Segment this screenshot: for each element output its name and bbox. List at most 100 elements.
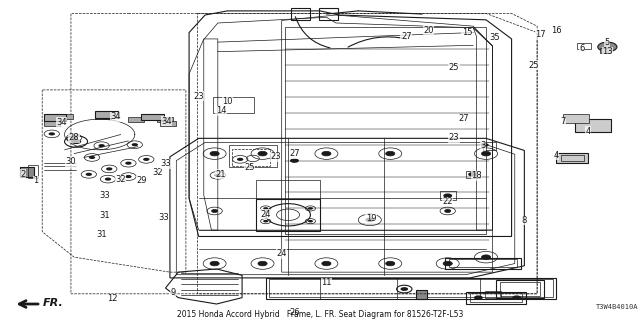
Bar bbox=[495, 280, 543, 298]
Bar bbox=[449, 260, 516, 268]
Circle shape bbox=[322, 261, 331, 266]
Text: 18: 18 bbox=[471, 172, 482, 180]
Bar bbox=[466, 292, 526, 304]
Circle shape bbox=[474, 295, 483, 300]
Circle shape bbox=[71, 139, 81, 144]
Text: 6: 6 bbox=[579, 44, 584, 53]
Text: 11: 11 bbox=[321, 278, 332, 287]
Text: 5: 5 bbox=[605, 38, 610, 47]
Text: 29: 29 bbox=[136, 176, 147, 185]
Text: 1: 1 bbox=[33, 176, 38, 185]
Circle shape bbox=[290, 158, 299, 163]
Bar bbox=[141, 114, 164, 120]
Circle shape bbox=[49, 132, 55, 135]
Bar bbox=[28, 165, 38, 178]
Text: T3W4B4010A: T3W4B4010A bbox=[596, 304, 638, 310]
Text: 33: 33 bbox=[158, 213, 169, 222]
Bar bbox=[44, 115, 67, 121]
Bar bbox=[500, 282, 540, 296]
Circle shape bbox=[468, 172, 477, 177]
Text: 25: 25 bbox=[449, 63, 460, 72]
Circle shape bbox=[214, 174, 221, 177]
Text: 28: 28 bbox=[69, 133, 79, 142]
Text: 8: 8 bbox=[522, 216, 527, 225]
Bar bbox=[483, 142, 495, 150]
Bar bbox=[269, 279, 553, 297]
Circle shape bbox=[598, 42, 617, 52]
Text: 2: 2 bbox=[20, 170, 26, 179]
Text: 33: 33 bbox=[99, 190, 110, 200]
Text: 32: 32 bbox=[115, 175, 126, 184]
Circle shape bbox=[481, 255, 491, 260]
Text: 31: 31 bbox=[96, 230, 107, 239]
Text: FR.: FR. bbox=[43, 298, 63, 308]
Circle shape bbox=[443, 261, 452, 266]
Circle shape bbox=[258, 151, 267, 156]
Text: 34: 34 bbox=[110, 113, 121, 122]
Bar bbox=[95, 111, 118, 118]
Text: 25: 25 bbox=[244, 164, 255, 172]
Text: 32: 32 bbox=[152, 168, 163, 177]
Text: 4: 4 bbox=[586, 127, 591, 136]
Bar bbox=[577, 44, 591, 49]
Text: 19: 19 bbox=[366, 214, 376, 223]
Text: 24: 24 bbox=[260, 210, 271, 219]
Circle shape bbox=[86, 173, 92, 176]
Text: 21: 21 bbox=[216, 170, 227, 179]
Text: 23: 23 bbox=[449, 133, 460, 142]
Circle shape bbox=[212, 210, 218, 212]
Text: 26: 26 bbox=[289, 308, 300, 317]
Text: 15: 15 bbox=[461, 28, 472, 37]
Bar bbox=[229, 145, 277, 167]
Text: 27: 27 bbox=[289, 149, 300, 158]
Text: 31: 31 bbox=[99, 211, 110, 220]
Circle shape bbox=[125, 162, 132, 165]
Bar bbox=[561, 155, 584, 161]
Text: 30: 30 bbox=[66, 157, 76, 166]
Bar bbox=[95, 115, 111, 119]
Text: 3: 3 bbox=[480, 141, 486, 150]
Circle shape bbox=[386, 151, 395, 156]
Text: 13: 13 bbox=[602, 47, 612, 56]
Text: 14: 14 bbox=[216, 106, 227, 115]
Text: 9: 9 bbox=[170, 288, 176, 297]
Bar bbox=[575, 119, 611, 132]
Text: 7: 7 bbox=[560, 117, 565, 126]
Circle shape bbox=[132, 143, 138, 146]
Text: 24: 24 bbox=[276, 250, 287, 259]
Text: 23: 23 bbox=[270, 152, 280, 161]
Bar bbox=[57, 115, 73, 119]
Text: 25: 25 bbox=[529, 60, 539, 69]
Bar bbox=[600, 48, 611, 53]
Bar bbox=[484, 291, 500, 298]
Bar bbox=[44, 121, 60, 125]
Text: 33: 33 bbox=[160, 159, 171, 168]
Text: 17: 17 bbox=[535, 30, 546, 39]
Circle shape bbox=[308, 207, 313, 210]
Circle shape bbox=[210, 151, 220, 156]
Bar bbox=[563, 115, 589, 123]
Circle shape bbox=[386, 261, 395, 266]
Text: 20: 20 bbox=[423, 26, 434, 35]
Bar bbox=[440, 191, 456, 200]
Circle shape bbox=[263, 207, 268, 210]
Text: 23: 23 bbox=[193, 92, 204, 101]
Circle shape bbox=[89, 156, 95, 159]
Text: 27: 27 bbox=[401, 32, 412, 41]
Bar bbox=[129, 117, 145, 122]
Circle shape bbox=[106, 167, 113, 171]
Bar bbox=[232, 149, 270, 166]
Bar bbox=[466, 171, 479, 179]
Bar bbox=[319, 8, 338, 20]
Bar bbox=[256, 199, 320, 231]
Text: 34: 34 bbox=[56, 118, 67, 127]
Circle shape bbox=[481, 151, 491, 156]
Circle shape bbox=[401, 287, 408, 291]
Text: 34: 34 bbox=[161, 116, 172, 126]
Bar bbox=[157, 117, 173, 122]
Circle shape bbox=[237, 158, 243, 161]
Circle shape bbox=[481, 143, 488, 147]
Text: 27: 27 bbox=[458, 114, 469, 123]
Bar bbox=[556, 153, 588, 163]
Circle shape bbox=[512, 295, 521, 300]
